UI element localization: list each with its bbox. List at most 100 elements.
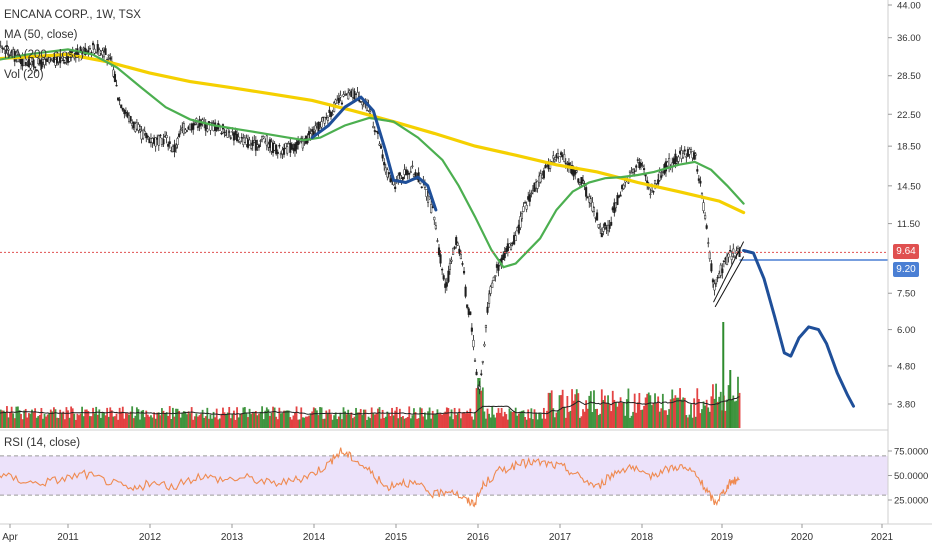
volume-bar xyxy=(293,415,295,428)
volume-bar xyxy=(166,412,168,428)
volume-bar xyxy=(391,408,393,428)
volume-bar xyxy=(69,418,71,428)
volume-bar xyxy=(289,417,291,428)
volume-bar xyxy=(225,414,227,428)
volume-bar xyxy=(263,419,265,428)
volume-bar xyxy=(499,413,501,428)
volume-bar xyxy=(659,412,661,428)
candle-body xyxy=(116,85,118,86)
volume-bar xyxy=(260,412,262,428)
volume-bar xyxy=(134,416,136,428)
volume-bar xyxy=(73,414,75,428)
candle-body xyxy=(399,173,401,176)
candle-body xyxy=(232,131,234,132)
volume-bar xyxy=(632,412,634,428)
volume-bar xyxy=(255,411,257,428)
volume-bar xyxy=(540,414,542,428)
volume-bar xyxy=(131,406,133,428)
volume-bar xyxy=(674,395,676,428)
volume-bar xyxy=(692,418,694,428)
volume-bar xyxy=(621,403,623,428)
candle-body xyxy=(321,122,323,128)
volume-bar xyxy=(435,414,437,428)
volume-bar xyxy=(496,413,498,428)
volume-bar xyxy=(725,411,727,428)
volume-bar xyxy=(430,419,432,428)
volume-bar xyxy=(164,413,166,428)
volume-bar xyxy=(341,419,343,428)
volume-bar xyxy=(62,412,64,428)
volume-bar xyxy=(72,408,74,428)
volume-bar xyxy=(95,407,97,428)
volume-bar xyxy=(346,414,348,428)
volume-bar xyxy=(676,398,678,428)
volume-bar xyxy=(491,406,493,428)
volume-bar xyxy=(6,406,8,428)
candle-body xyxy=(394,187,396,189)
candle-body xyxy=(604,223,606,226)
candle-body xyxy=(421,187,423,188)
volume-bar xyxy=(601,389,603,428)
volume-bar xyxy=(174,417,176,428)
candle-body xyxy=(327,117,329,120)
volume-bar xyxy=(357,412,359,428)
volume-bar xyxy=(208,419,210,428)
volume-bar xyxy=(618,403,620,428)
volume-bar xyxy=(577,393,579,428)
volume-bar xyxy=(709,412,711,428)
volume-bar xyxy=(407,417,409,428)
volume-bar xyxy=(296,406,298,428)
candle-body xyxy=(120,105,122,108)
volume-bar xyxy=(130,412,132,428)
candle-body xyxy=(180,130,182,131)
volume-bar xyxy=(574,394,576,428)
volume-bar xyxy=(523,410,525,428)
volume-bar xyxy=(485,419,487,428)
volume-bar xyxy=(241,413,243,428)
volume-bar xyxy=(78,415,80,428)
candle-body xyxy=(565,163,567,164)
volume-bar xyxy=(332,420,334,428)
volume-bar xyxy=(66,407,68,428)
volume-bar xyxy=(94,413,96,428)
candle-body xyxy=(457,243,459,245)
candle-body xyxy=(709,253,711,259)
candle-body xyxy=(696,169,698,171)
volume-bar xyxy=(343,407,345,428)
rsi-tick-label: 75.0000 xyxy=(894,447,928,458)
price-tick-label: 4.80 xyxy=(897,361,916,372)
candle-body xyxy=(169,142,171,144)
volume-bar xyxy=(415,412,417,428)
volume-bar xyxy=(48,413,50,428)
time-tick-label: 2019 xyxy=(711,532,734,543)
volume-bar xyxy=(239,413,241,428)
volume-bar xyxy=(665,410,667,428)
candle-body xyxy=(524,202,526,203)
volume-bar xyxy=(272,407,274,428)
volume-bar xyxy=(529,418,531,428)
volume-bar xyxy=(117,420,119,428)
candle-body xyxy=(628,182,630,183)
candle-body xyxy=(160,135,162,136)
wedge-upper-line xyxy=(714,242,744,303)
candle-body xyxy=(299,141,301,142)
candle-body xyxy=(397,175,399,179)
candle-body xyxy=(446,282,448,286)
candle-body xyxy=(139,127,141,130)
volume-spike-bar xyxy=(722,322,724,428)
volume-bar xyxy=(510,411,512,428)
volume-bar xyxy=(637,402,639,428)
volume-bar xyxy=(231,414,233,428)
volume-bar xyxy=(228,407,230,428)
volume-bar xyxy=(15,407,17,428)
candle-body xyxy=(383,162,385,165)
volume-bar xyxy=(128,415,130,428)
volume-bar xyxy=(133,418,135,428)
volume-bar xyxy=(498,408,500,428)
candle-body xyxy=(89,48,91,49)
candle-body xyxy=(114,74,116,81)
volume-bar xyxy=(695,417,697,428)
volume-bar xyxy=(664,410,666,428)
volume-bar xyxy=(457,413,459,428)
volume-bar xyxy=(657,396,659,428)
